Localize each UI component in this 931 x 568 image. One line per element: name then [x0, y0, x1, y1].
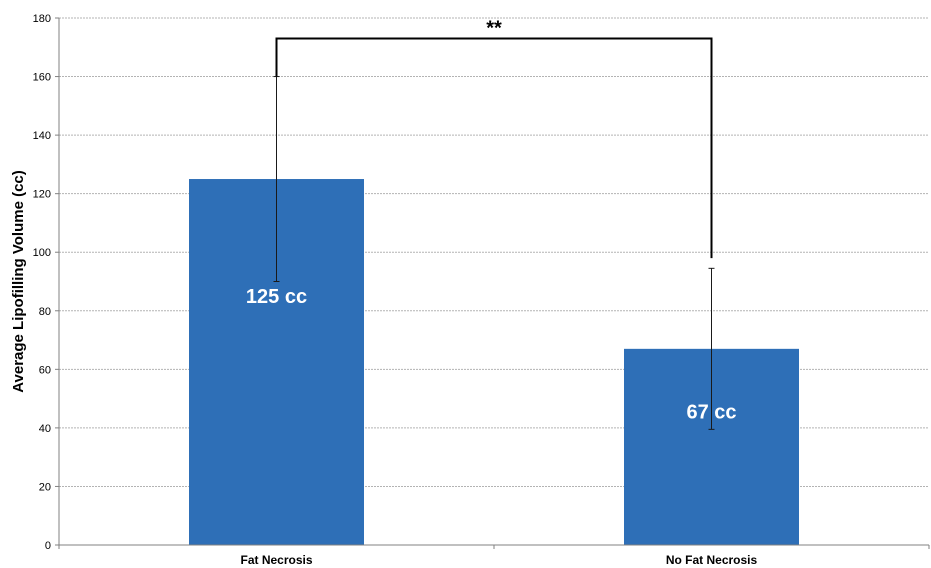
- y-axis-title: Average Lipofilling Volume (cc): [10, 170, 27, 393]
- y-tick-label: 120: [33, 189, 51, 201]
- y-tick-label: 160: [33, 72, 51, 84]
- significance-bracket: [275, 37, 713, 259]
- significance-bracket-line: [275, 37, 713, 259]
- labels: 0 20 40 60 80 100 120 140 160 180 125 cc 67 cc Fat N…: [10, 13, 758, 567]
- y-tick-label: 0: [45, 540, 51, 552]
- axes: [55, 17, 930, 549]
- y-tick-label: 140: [33, 130, 51, 142]
- bar-value-label: 67 cc: [686, 402, 736, 424]
- y-tick-label: 60: [39, 364, 51, 376]
- x-category-label: No Fat Necrosis: [666, 553, 758, 567]
- significance-label: **: [486, 17, 502, 39]
- bars: [189, 179, 799, 545]
- y-tick-label: 80: [39, 306, 51, 318]
- x-category-label: Fat Necrosis: [240, 553, 312, 567]
- y-tick-label: 40: [39, 423, 51, 435]
- y-tick-label: 100: [33, 247, 51, 259]
- y-tick-label: 20: [39, 481, 51, 493]
- bar-value-label: 125 cc: [246, 286, 307, 308]
- y-tick-label: 180: [33, 13, 51, 25]
